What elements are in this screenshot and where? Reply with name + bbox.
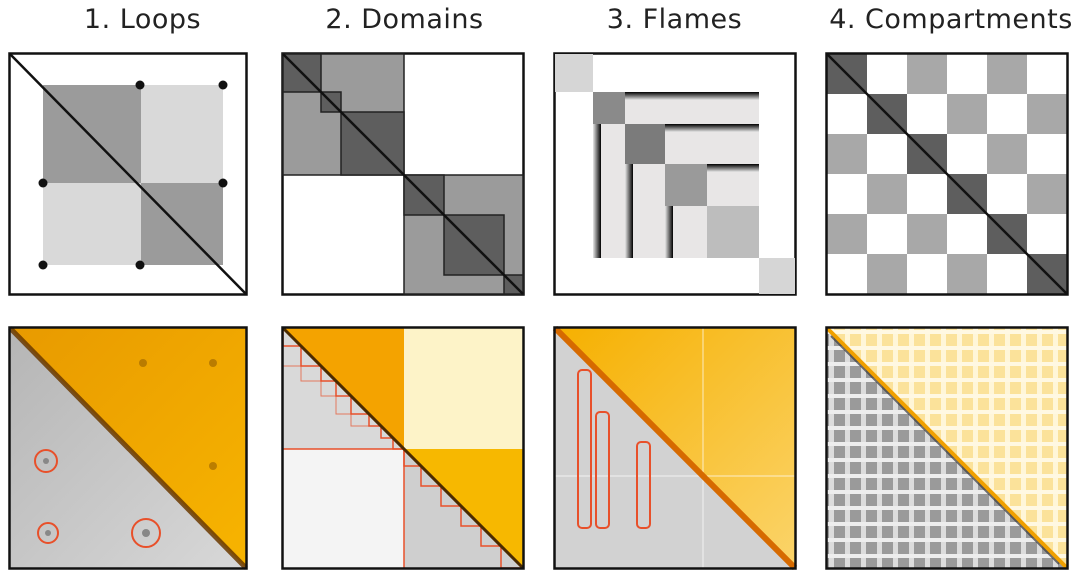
flames-stripe-vertical xyxy=(665,202,673,258)
domains-diagonal xyxy=(282,53,524,295)
loops-heatmap xyxy=(8,326,248,570)
loops-anchor-dot xyxy=(135,260,145,270)
flame-annotation-box xyxy=(636,441,651,529)
compartments-cell xyxy=(827,174,867,214)
loops-schematic xyxy=(8,52,248,296)
compartments-cell xyxy=(987,94,1027,134)
compartments-cell xyxy=(947,214,987,254)
loops-offdiag-block-upper xyxy=(141,85,223,183)
heatmap-interdomain-lower xyxy=(283,449,404,568)
compartments-cell xyxy=(827,214,867,254)
compartments-cell xyxy=(947,134,987,174)
loop-annotation-circle xyxy=(37,522,59,544)
domain-boundary-outline xyxy=(282,346,369,427)
domains-title: 2. Domains xyxy=(325,4,484,35)
heatmap-frame xyxy=(825,326,1069,570)
compartments-schematic xyxy=(825,52,1069,296)
compartments-cell xyxy=(827,254,867,294)
flames-schematic xyxy=(553,52,797,296)
heatmap-frame xyxy=(553,326,797,570)
loop-peak xyxy=(209,462,217,470)
loop-peak xyxy=(45,530,51,536)
compartments-cell xyxy=(827,94,867,134)
compartments-diagonal xyxy=(826,53,1068,295)
compartments-cell xyxy=(867,174,907,214)
loop-peak xyxy=(142,529,150,537)
flames-stripe-horizontal xyxy=(657,124,759,132)
heatmap-diagonal xyxy=(825,326,1069,570)
compartments-cell xyxy=(947,254,987,294)
heatmap-frame xyxy=(281,326,525,570)
flames-stripe-horizontal xyxy=(625,92,759,100)
compartments-cell xyxy=(987,134,1027,174)
loop-peak xyxy=(139,359,147,367)
loops-anchor-dot xyxy=(218,178,228,188)
heatmap-interdomain-upper xyxy=(404,328,523,449)
compartments-cell xyxy=(867,134,907,174)
heatmap-diagonal-shadow xyxy=(830,335,1060,565)
compartments-cell xyxy=(1027,214,1067,254)
flames-stripe-vertical xyxy=(593,124,601,258)
loops-domain-block-1 xyxy=(43,85,141,183)
loops-offdiag-block-lower xyxy=(43,183,141,265)
compartments-cell xyxy=(987,254,1027,294)
heatmap-diagonal xyxy=(8,326,248,570)
compartments-cell xyxy=(867,254,907,294)
compartments-cell xyxy=(1027,94,1067,134)
flames-bin xyxy=(593,92,625,124)
domains-schematic xyxy=(281,52,525,296)
compartments-cell xyxy=(947,54,987,94)
flames-bin xyxy=(759,258,795,294)
compartments-cell xyxy=(907,94,947,134)
heatmap-diagonal xyxy=(281,326,525,570)
loop-annotation-circle xyxy=(131,518,161,548)
loop-annotation-circle xyxy=(34,449,58,473)
compartments-cell xyxy=(1027,54,1067,94)
compartments-cell xyxy=(907,254,947,294)
heatmap-diagonal xyxy=(553,326,797,570)
compartments-cell xyxy=(987,174,1027,214)
compartments-cell xyxy=(987,54,1027,94)
flames-title: 3. Flames xyxy=(606,4,743,35)
compartments-title: 4. Compartments xyxy=(829,4,1073,35)
loop-peak xyxy=(43,458,49,464)
loops-anchor-dot xyxy=(218,80,228,90)
flame-annotation-box xyxy=(595,411,610,529)
domains-heatmap xyxy=(281,326,525,570)
loops-domain-block-2 xyxy=(141,183,223,265)
compartments-cell xyxy=(867,54,907,94)
loops-anchor-dot xyxy=(38,260,48,270)
flames-heatmap xyxy=(553,326,797,570)
loops-anchor-dot xyxy=(38,178,48,188)
flames-stripe-horizontal xyxy=(703,164,759,172)
loops-diagonal xyxy=(9,53,247,295)
compartments-cell xyxy=(1027,134,1067,174)
flames-stripe-vertical xyxy=(625,156,633,258)
loop-peak xyxy=(209,359,217,367)
compartments-cell xyxy=(1027,174,1067,214)
compartments-cell xyxy=(867,214,907,254)
loops-title: 1. Loops xyxy=(83,4,202,35)
flames-bin xyxy=(555,54,593,92)
flames-bin xyxy=(625,124,665,164)
heatmap-frame xyxy=(8,326,248,570)
compartments-cell xyxy=(907,214,947,254)
loops-anchor-dot xyxy=(135,80,145,90)
compartments-frame xyxy=(825,52,1069,296)
compartments-heatmap xyxy=(825,326,1069,570)
flame-annotation-box xyxy=(577,369,592,529)
compartments-cell xyxy=(947,94,987,134)
flames-bin xyxy=(665,164,707,206)
compartments-cell xyxy=(907,174,947,214)
flames-bin xyxy=(707,206,759,258)
compartments-cell xyxy=(827,134,867,174)
compartments-checkerboard xyxy=(827,54,1067,294)
compartments-cell xyxy=(907,54,947,94)
